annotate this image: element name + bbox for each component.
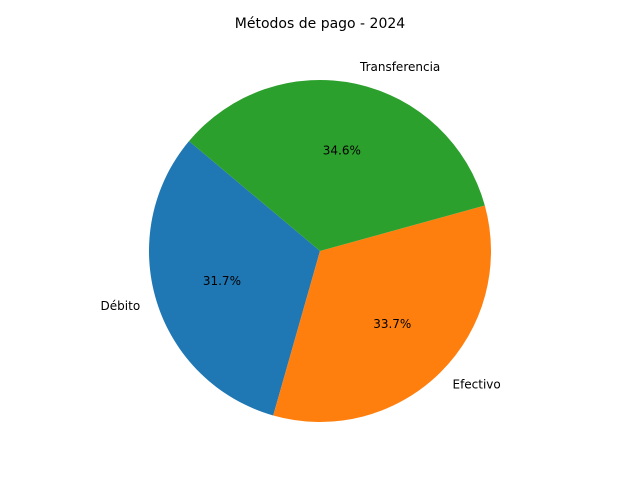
chart-title: Métodos de pago - 2024 <box>235 16 405 32</box>
pie-percent-label: 34.6% <box>323 144 361 158</box>
pie-category-label: Transferencia <box>359 60 440 74</box>
pie-slices <box>148 79 492 423</box>
pie-labels: 31.7% Débito 33.7% Efectivo 34.6% Transferenc… <box>101 60 501 391</box>
pie-category-label: Efectivo <box>452 378 500 392</box>
pie-percent-label: 33.7% <box>373 317 411 331</box>
pie-slice-transferencia <box>189 79 485 251</box>
pie-category-label: Débito <box>101 299 141 313</box>
pie-slice-efectivo <box>273 205 492 423</box>
pie-slice-debito <box>148 141 320 416</box>
pie-percent-label: 31.7% <box>203 274 241 288</box>
